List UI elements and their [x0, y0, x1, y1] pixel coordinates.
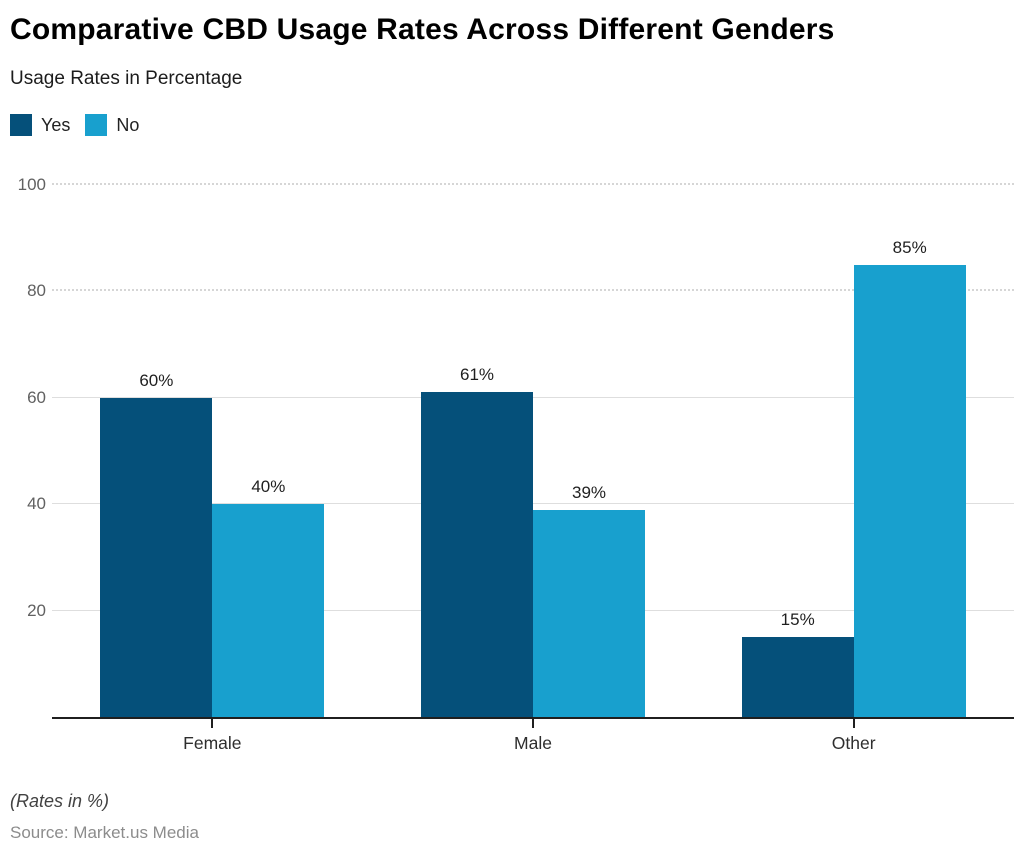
- bar-value-label: 61%: [459, 365, 495, 385]
- plot-area: 60% 40% 61% 39% 15% 85% 20 40 60 80 100: [18, 175, 1014, 719]
- bar-value-label: 85%: [892, 237, 927, 257]
- bar-value-label: 15%: [780, 610, 815, 630]
- category-tick: [532, 719, 534, 728]
- source-text: Source: Market.us Media: [10, 823, 199, 842]
- y-axis-label-20: 20: [27, 600, 46, 620]
- bar-column-no: 40%: [212, 185, 325, 717]
- legend-label: No: [116, 114, 140, 135]
- legend-label: Yes: [41, 114, 71, 135]
- category-slot-female: Female: [52, 719, 373, 753]
- bar-female-yes: [100, 397, 213, 717]
- bar-slots: 60% 40% 61% 39% 15% 85%: [52, 185, 1014, 717]
- category-slot-male: Male: [373, 719, 694, 753]
- bar-other-no: [853, 264, 966, 717]
- gridline-100: [52, 183, 1014, 185]
- category-label: Male: [514, 733, 552, 753]
- legend-item-no: No: [85, 114, 139, 136]
- bar-group-male: 61% 39%: [373, 185, 694, 717]
- category-tick: [852, 719, 855, 728]
- gridline-80: [52, 289, 1014, 292]
- bar-other-yes: [741, 637, 854, 717]
- y-axis-label-40: 40: [27, 494, 46, 514]
- gridline-40: [52, 503, 1014, 505]
- y-axis-label-60: 60: [27, 387, 46, 407]
- bar-female-no: [212, 504, 325, 717]
- category-label: Female: [183, 733, 242, 753]
- bar-group-female: 60% 40%: [52, 185, 373, 717]
- y-axis-label-100: 100: [17, 175, 46, 194]
- legend: Yes No: [10, 113, 1014, 137]
- legend-swatch-no: [85, 114, 108, 136]
- bar-column-yes: 60%: [100, 185, 213, 717]
- bar-column-no: 39%: [533, 185, 645, 717]
- category-slot-other: Other: [693, 719, 1014, 753]
- bar-value-label: 60%: [139, 370, 174, 390]
- bar-value-label: 39%: [571, 482, 607, 502]
- gridline-60: [52, 396, 1014, 398]
- bar-column-no: 85%: [853, 185, 966, 717]
- bar-column-yes: 61%: [421, 185, 533, 717]
- chart-title: Comparative CBD Usage Rates Across Diffe…: [10, 13, 835, 46]
- legend-swatch-yes: [10, 114, 32, 136]
- y-axis-label-80: 80: [27, 281, 46, 301]
- bar-male-yes: [421, 392, 533, 717]
- chart-subtitle: Usage Rates in Percentage: [10, 68, 243, 89]
- bar-column-yes: 15%: [741, 185, 854, 717]
- footnote: (Rates in %): [10, 791, 110, 811]
- category-tick: [211, 719, 214, 728]
- category-label: Other: [831, 733, 876, 753]
- legend-item-yes: Yes: [10, 114, 70, 136]
- chart-area: 60% 40% 61% 39% 15% 85% 20 40 60 80 100: [18, 175, 1014, 719]
- bar-value-label: 40%: [251, 477, 286, 497]
- bar-group-other: 15% 85%: [693, 185, 1014, 717]
- bar-male-no: [533, 509, 645, 717]
- x-axis-labels: Female Male Other: [52, 719, 1014, 753]
